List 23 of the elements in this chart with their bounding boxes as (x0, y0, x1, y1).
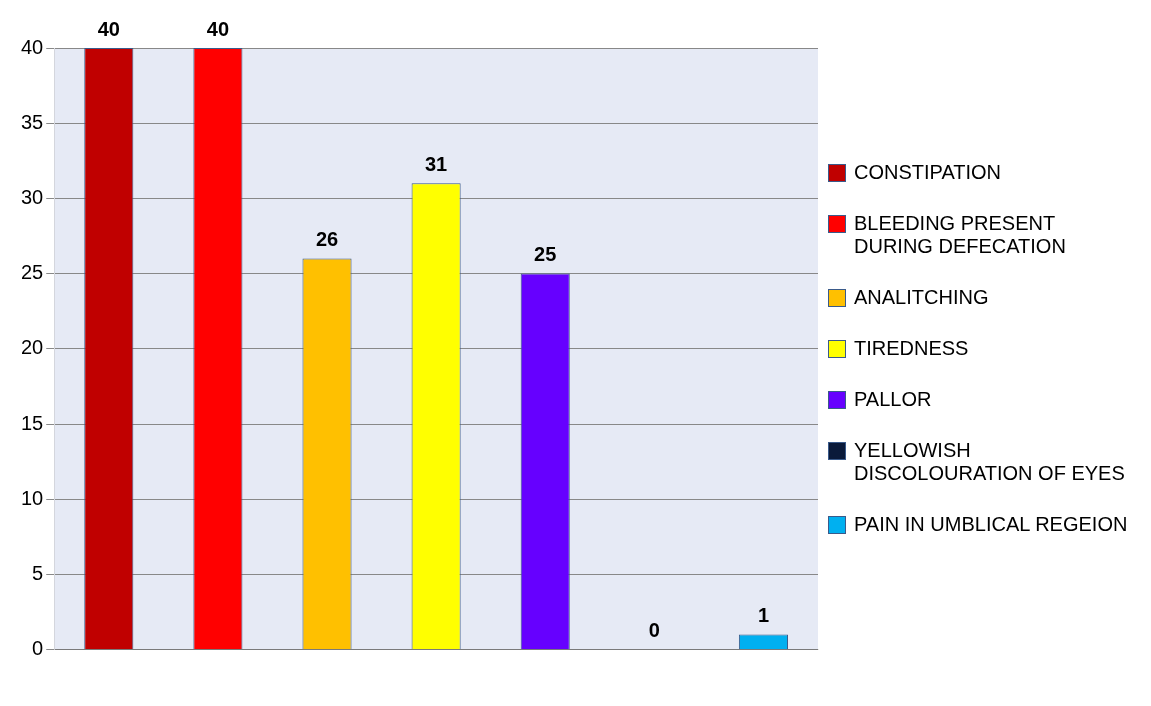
y-tick-label: 20 (21, 336, 44, 359)
legend-label: TIREDNESS (854, 336, 969, 360)
data-label: 25 (534, 243, 557, 266)
data-label: 26 (315, 228, 339, 251)
legend-label: PAIN IN UMBLICAL REGEION (854, 512, 1128, 536)
y-tick-label: 5 (32, 561, 44, 584)
legend-label: BLEEDING PRESENT DURING DEFECATION (854, 211, 1067, 258)
y-tick-label: 35 (21, 110, 44, 133)
legend-label: CONSTIPATION (854, 160, 1002, 184)
y-tick-label: 15 (21, 411, 44, 434)
y-tick-label: 30 (21, 185, 44, 208)
data-label: 1 (757, 604, 770, 627)
data-label: 0 (648, 619, 660, 642)
legend-label: YELLOWISH DISCOLOURATION OF EYES (854, 438, 1126, 485)
legend-label: ANALITCHING (854, 285, 989, 309)
legend-label: PALLOR (854, 387, 932, 411)
y-tick-label: 40 (21, 35, 44, 58)
y-tick-label: 10 (21, 486, 44, 509)
data-label: 40 (97, 17, 120, 40)
y-tick-label: 25 (21, 261, 44, 284)
data-label: 40 (206, 17, 230, 40)
data-label: 31 (425, 152, 448, 175)
y-tick-label: 0 (32, 637, 44, 660)
